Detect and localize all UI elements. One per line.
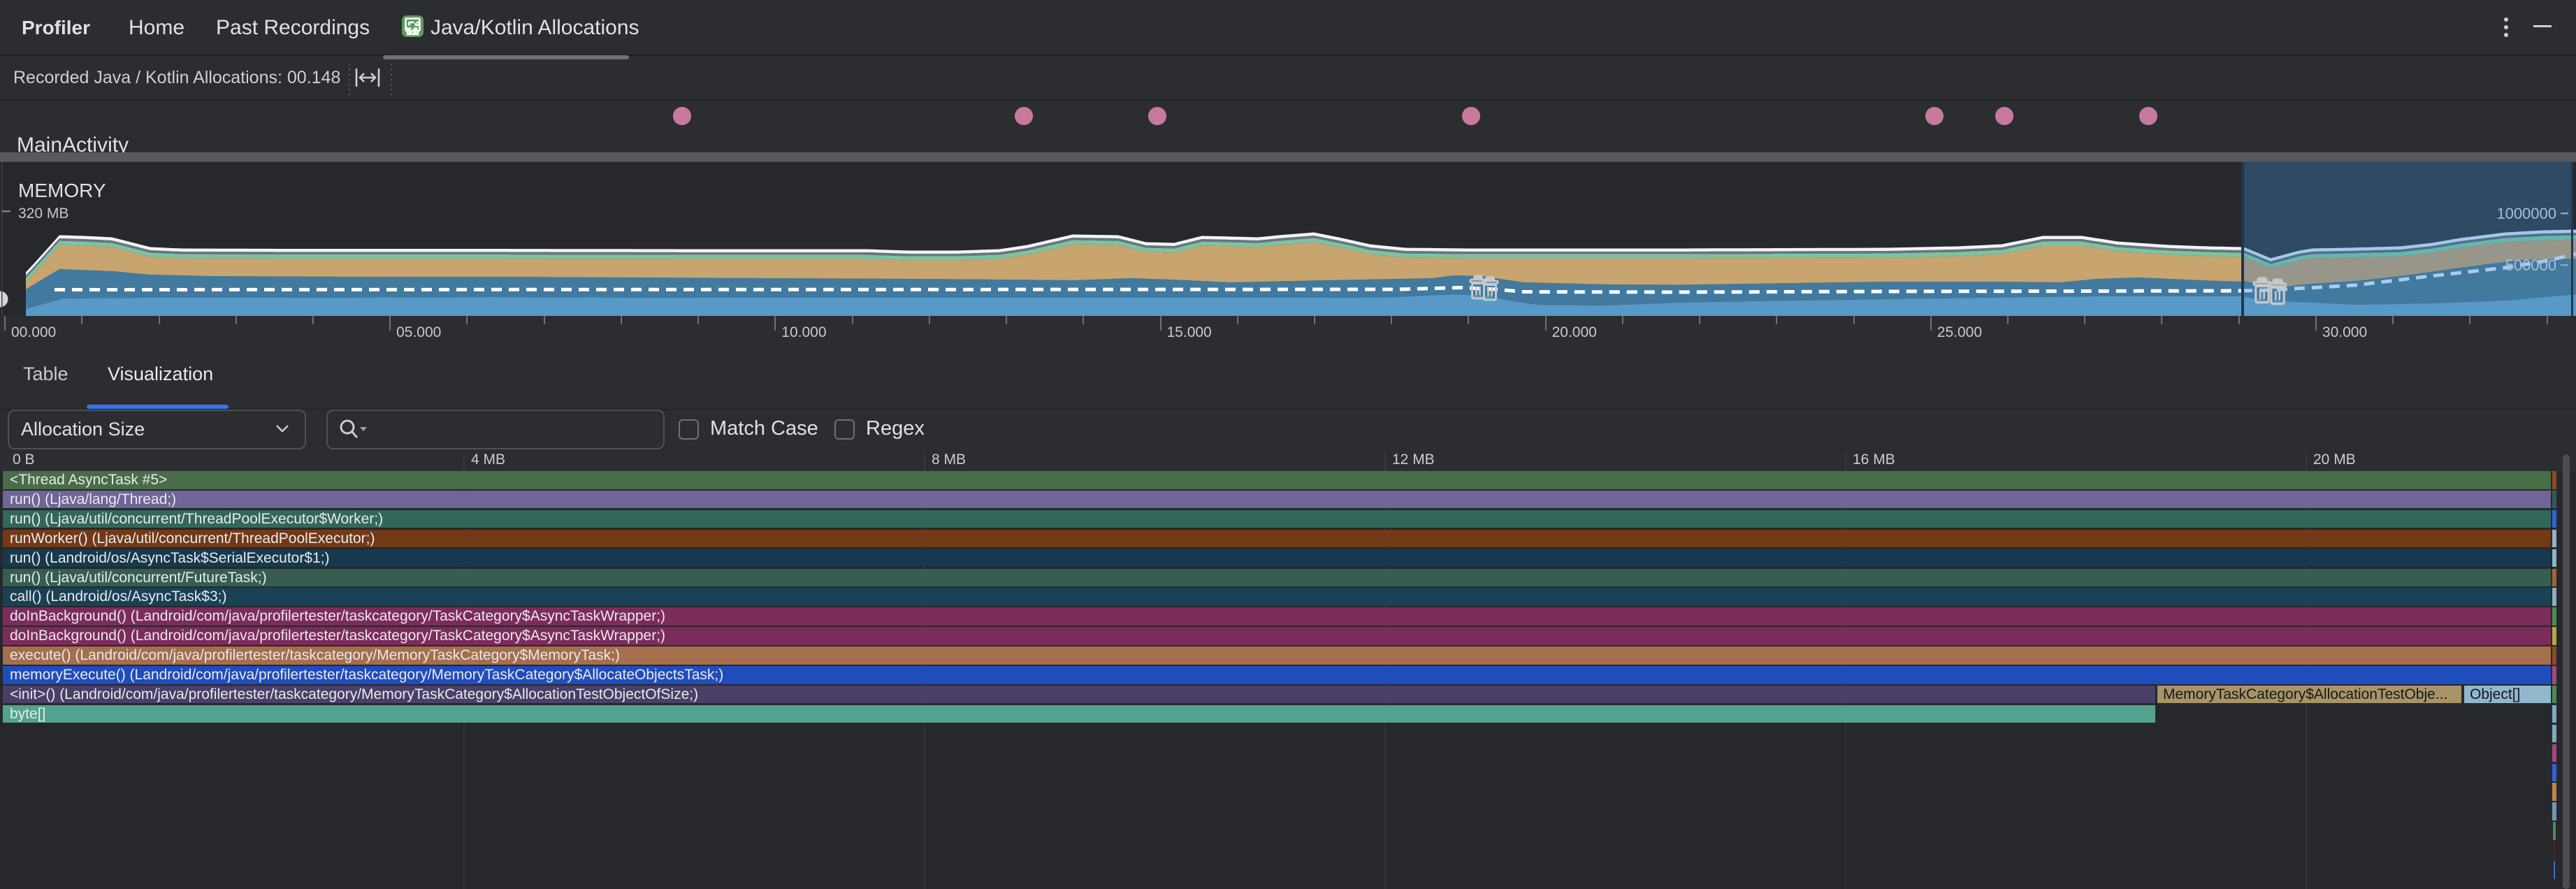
svg-text:500000: 500000: [2505, 256, 2556, 274]
svg-text:MEMORY: MEMORY: [18, 180, 106, 201]
svg-text:320 MB: 320 MB: [18, 205, 68, 222]
svg-text:1000000: 1000000: [2496, 205, 2556, 222]
